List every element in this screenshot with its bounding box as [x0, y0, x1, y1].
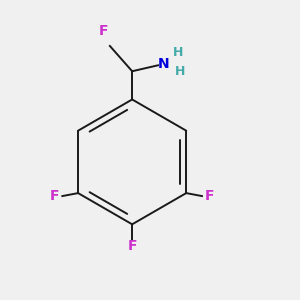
Text: F: F: [50, 189, 59, 203]
Text: F: F: [205, 189, 215, 203]
Text: H: H: [172, 46, 183, 59]
Text: N: N: [158, 57, 169, 71]
Text: H: H: [175, 65, 185, 78]
Text: F: F: [99, 23, 108, 38]
Text: F: F: [128, 239, 137, 253]
